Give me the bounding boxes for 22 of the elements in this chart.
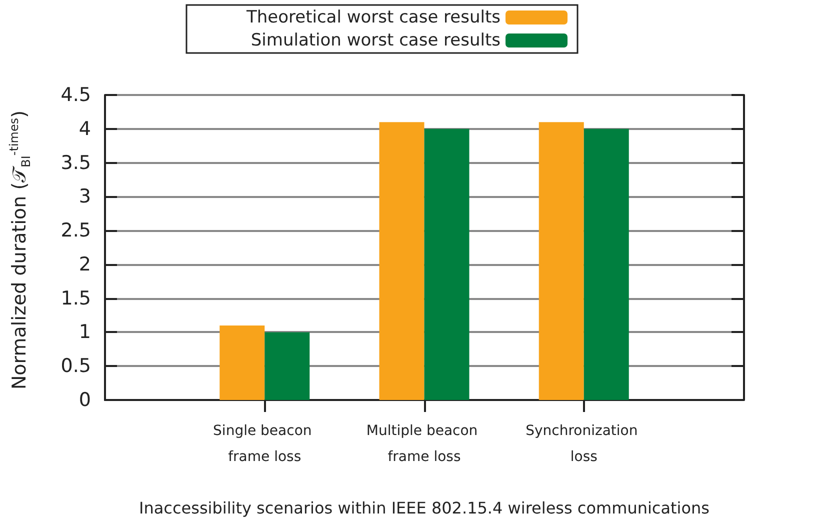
bar <box>584 128 629 400</box>
bar <box>220 325 265 400</box>
y-tick-label: 4.5 <box>60 84 91 106</box>
bar <box>538 122 584 400</box>
x-tick-label: Single beacon frame loss <box>213 423 316 465</box>
y-tick-label: 1 <box>78 321 91 344</box>
bar <box>379 122 424 400</box>
x-tick-label: Synchronization loss <box>526 423 642 465</box>
y-tick-label: 3 <box>78 186 91 208</box>
y-tick-label: 1.5 <box>60 287 91 310</box>
bar <box>424 128 470 400</box>
legend-label: Simulation worst case results <box>250 30 501 50</box>
y-tick-label: 0 <box>78 389 91 411</box>
y-tick-label: 3.5 <box>60 152 91 174</box>
x-axis-title: Inaccessibility scenarios within IEEE 802.15.4 wireless communications <box>139 498 710 518</box>
y-tick-label: 2.5 <box>60 220 91 242</box>
y-tick-label: 0.5 <box>60 355 91 378</box>
y-tick-label: 2 <box>78 253 91 276</box>
legend-label: Theoretical worst case results <box>245 8 501 28</box>
bar <box>264 332 310 400</box>
x-tick-label: Multiple beacon frame loss <box>366 423 482 465</box>
y-tick-label: 4 <box>78 118 91 140</box>
